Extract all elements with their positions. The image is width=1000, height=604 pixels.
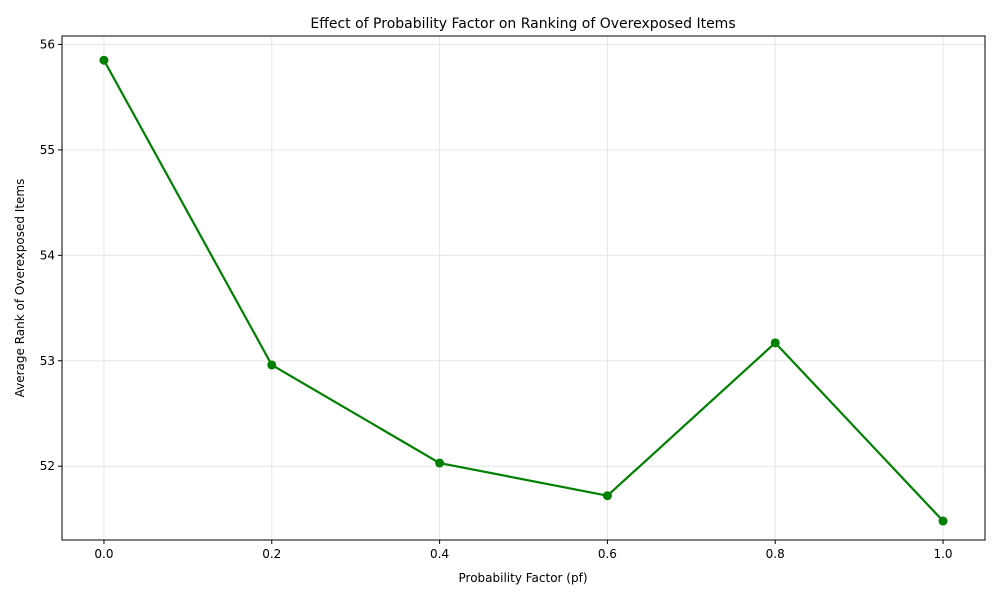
data-point <box>99 55 109 65</box>
gridlines <box>62 36 985 540</box>
axis-ticks: 0.0 0.2 0.4 0.6 0.8 1.0 52 53 54 55 56 <box>40 37 953 561</box>
data-series <box>99 55 948 526</box>
y-axis-label: Average Rank of Overexposed Items <box>13 179 27 398</box>
data-point <box>938 516 948 526</box>
y-tick-label: 55 <box>40 143 55 157</box>
data-point <box>602 491 612 501</box>
x-axis-label: Probability Factor (pf) <box>459 571 588 585</box>
data-point <box>435 458 445 468</box>
chart-title: Effect of Probability Factor on Ranking … <box>310 16 735 32</box>
x-tick-label: 0.8 <box>766 547 785 561</box>
series-line <box>102 59 944 522</box>
y-tick-label: 54 <box>40 248 55 262</box>
y-tick-label: 53 <box>40 354 55 368</box>
plot-area-frame <box>61 35 986 541</box>
x-tick-label: 0.0 <box>94 547 113 561</box>
data-point <box>770 338 780 348</box>
x-tick-label: 0.6 <box>598 547 617 561</box>
x-tick-label: 0.4 <box>430 547 449 561</box>
x-tick-label: 1.0 <box>933 547 952 561</box>
x-tick-label: 0.2 <box>262 547 281 561</box>
y-tick-label: 56 <box>40 37 55 51</box>
y-tick-label: 52 <box>40 459 55 473</box>
data-point <box>267 360 277 370</box>
